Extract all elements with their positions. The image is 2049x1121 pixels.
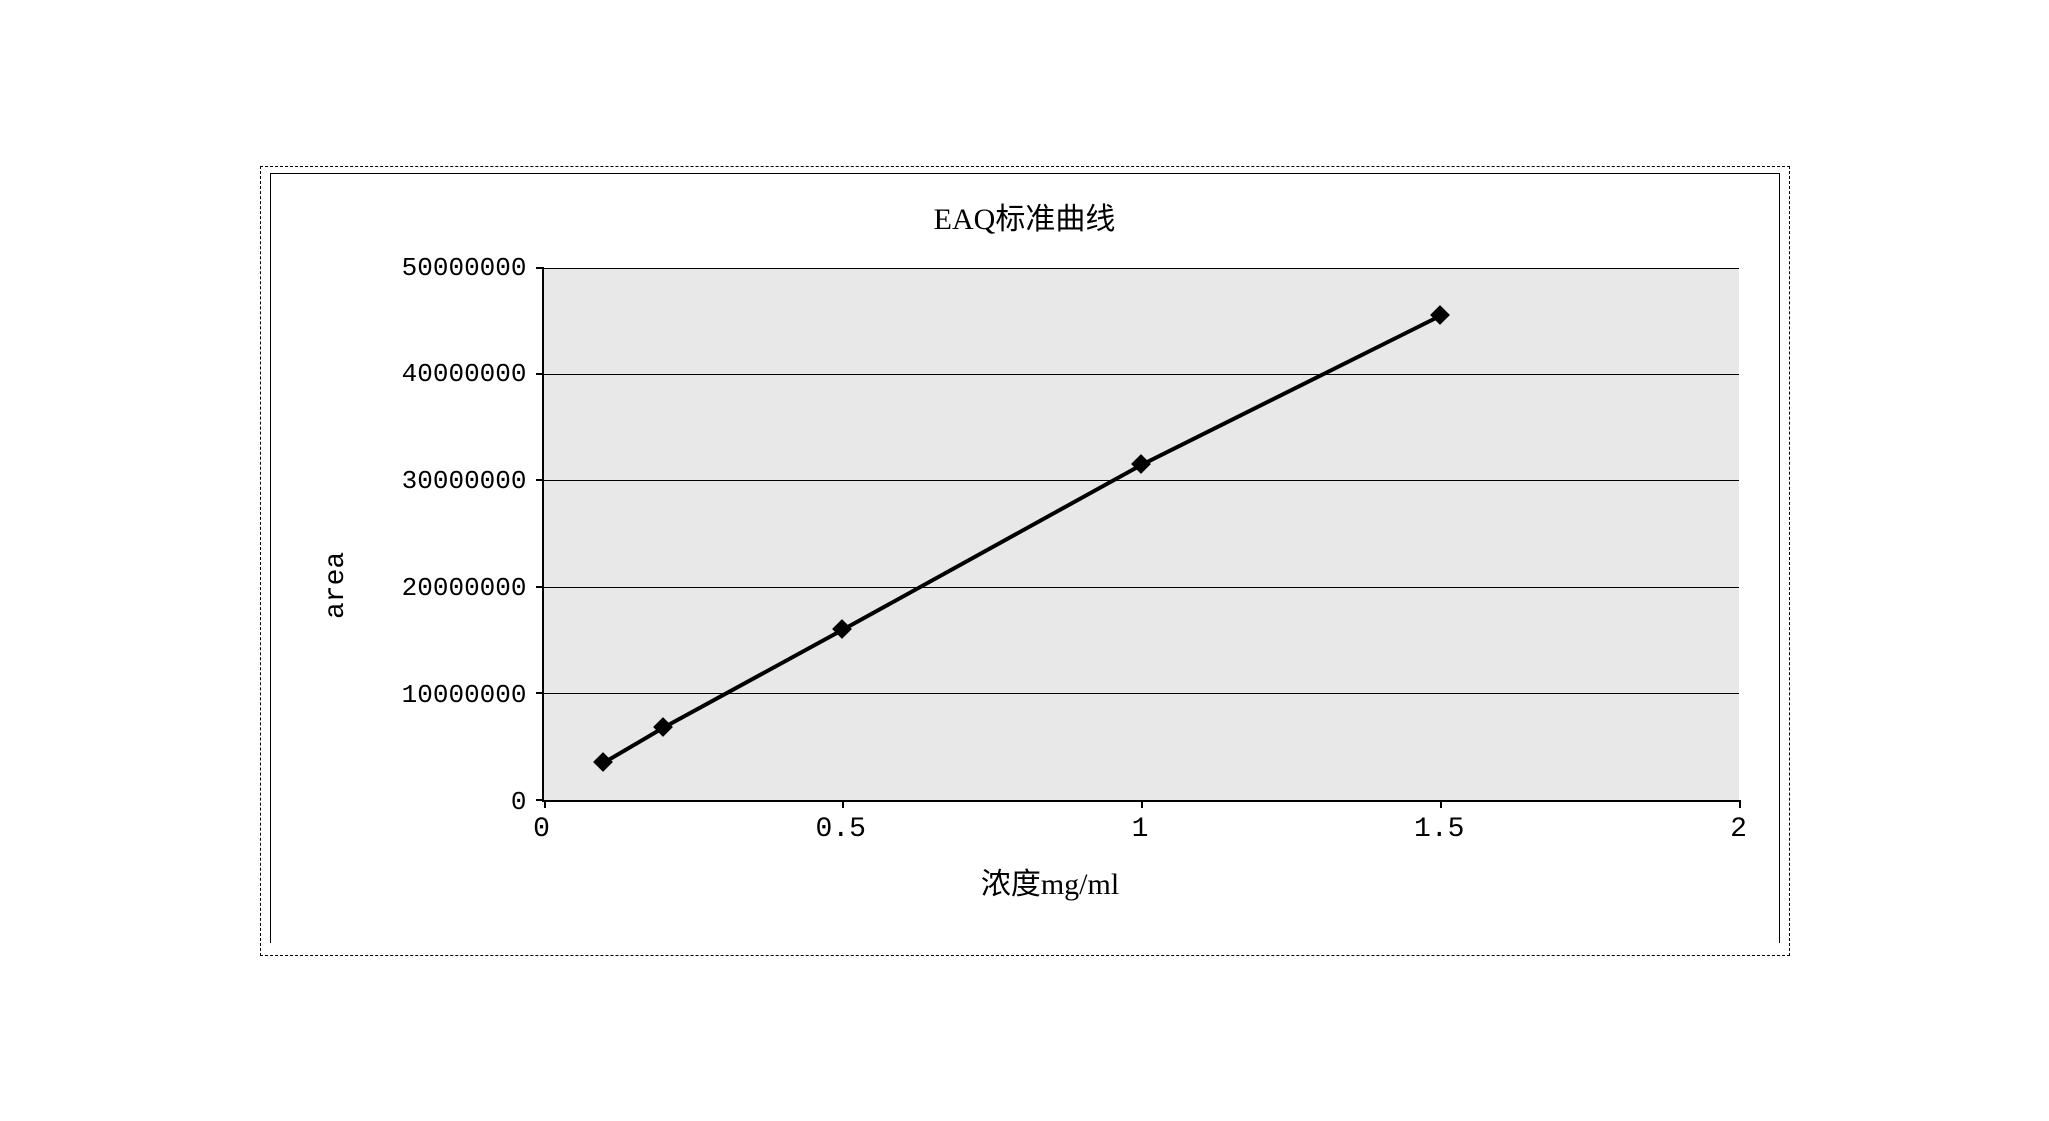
x-tick-mark <box>842 800 844 808</box>
chart-main: 5000000040000000300000002000000010000000… <box>362 268 1739 903</box>
chart-frame: EAQ标准曲线 area 500000004000000030000000200… <box>270 173 1780 943</box>
x-tick-label: 0.5 <box>816 814 866 845</box>
grid-line <box>544 587 1739 588</box>
y-tick-label: 20000000 <box>402 573 527 603</box>
grid-line <box>544 374 1739 375</box>
x-tick-label: 2 <box>1730 814 1747 845</box>
grid-line <box>544 480 1739 481</box>
y-axis-label: area <box>311 268 362 903</box>
y-tick-label: 40000000 <box>402 359 527 389</box>
grid-line <box>544 693 1739 694</box>
y-tick-label: 50000000 <box>402 253 527 283</box>
y-tick-labels: 5000000040000000300000002000000010000000… <box>362 268 542 802</box>
x-tick-label: 0 <box>533 814 550 845</box>
chart-outer-frame: EAQ标准曲线 area 500000004000000030000000200… <box>260 166 1790 956</box>
plot-background <box>544 268 1739 800</box>
x-tick-mark <box>1440 800 1442 808</box>
x-axis-label: 浓度mg/ml <box>362 859 1739 903</box>
y-tick-mark <box>536 267 544 269</box>
x-tick-labels: 00.511.52 <box>542 814 1739 849</box>
y-tick-label: 10000000 <box>402 680 527 710</box>
x-tick-mark <box>1739 800 1741 808</box>
plot-area <box>542 268 1739 802</box>
y-tick-mark <box>536 479 544 481</box>
y-tick-mark <box>536 373 544 375</box>
plot-with-yticks: 5000000040000000300000002000000010000000… <box>362 268 1739 802</box>
y-tick-label: 0 <box>511 787 527 817</box>
y-tick-mark <box>536 799 544 801</box>
y-tick-label: 30000000 <box>402 466 527 496</box>
y-tick-mark <box>536 692 544 694</box>
chart-body: area 50000000400000003000000020000000100… <box>311 268 1739 903</box>
chart-title: EAQ标准曲线 <box>311 194 1739 238</box>
x-tick-mark <box>544 800 546 808</box>
x-tick-label: 1 <box>1132 814 1149 845</box>
x-tick-mark <box>1141 800 1143 808</box>
x-tick-label: 1.5 <box>1414 814 1464 845</box>
y-tick-mark <box>536 586 544 588</box>
grid-line <box>544 268 1739 269</box>
